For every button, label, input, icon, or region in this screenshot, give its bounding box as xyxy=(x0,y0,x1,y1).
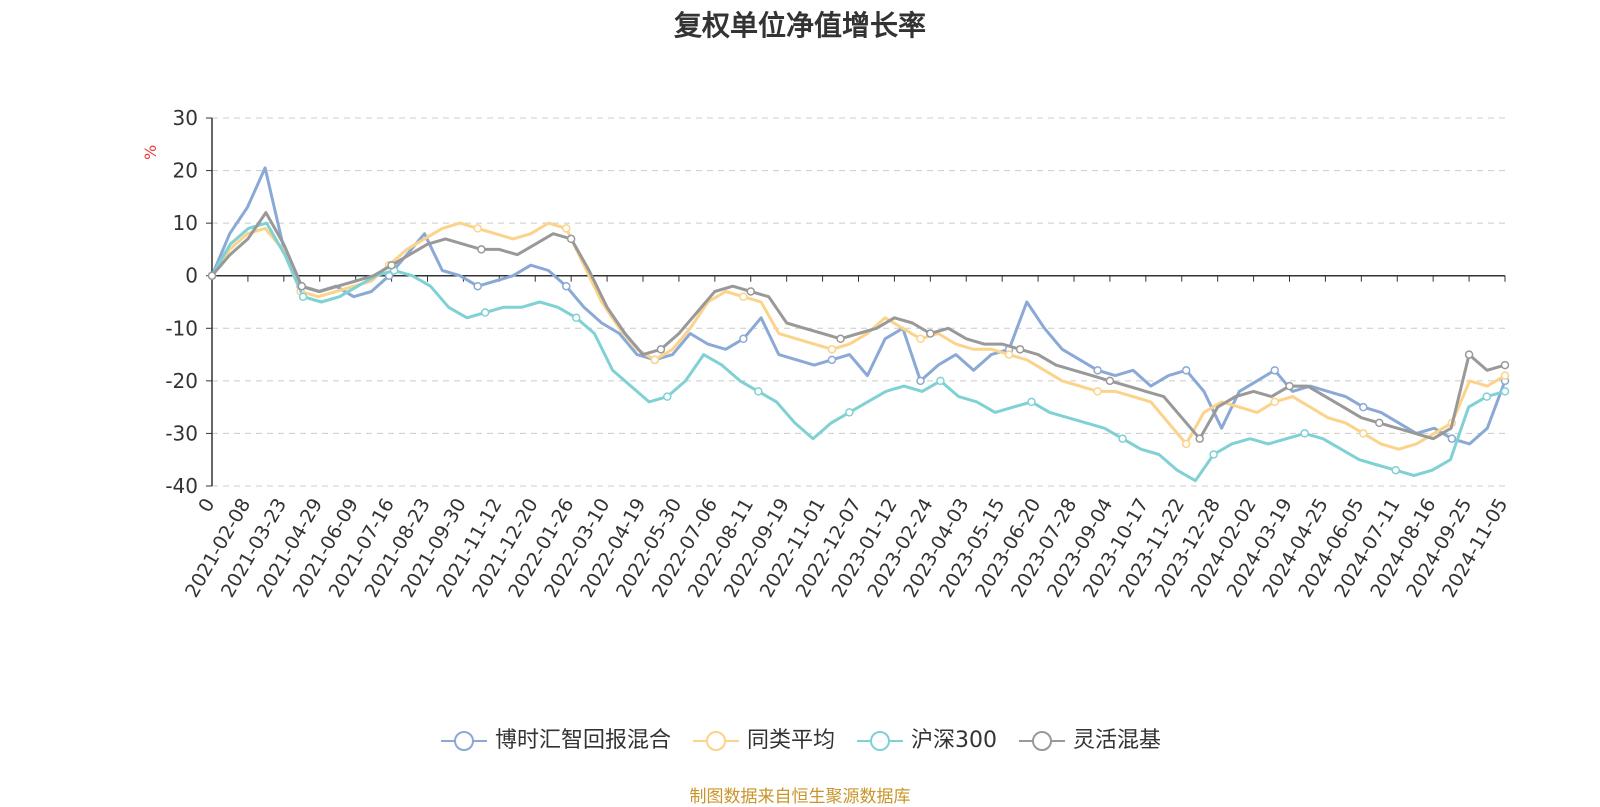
legend-label: 沪深300 xyxy=(911,728,997,753)
series-point xyxy=(473,281,482,291)
series-point xyxy=(1500,360,1510,370)
series-point xyxy=(480,308,490,317)
series-point xyxy=(1482,392,1492,401)
y-tick-label: 30 xyxy=(173,106,198,130)
y-axis-label: % xyxy=(141,145,160,160)
series-point xyxy=(739,292,748,301)
series-point xyxy=(1500,371,1510,380)
series-line-1 xyxy=(210,221,1506,451)
series-point xyxy=(1181,439,1191,449)
series-point xyxy=(1105,376,1115,386)
legend-item-3[interactable]: 灵活混基 xyxy=(1017,722,1161,754)
legend-label: 博时汇智回报混合 xyxy=(494,728,671,753)
legend-item-0[interactable]: 博时汇智回报混合 xyxy=(439,722,671,754)
series-point xyxy=(739,334,748,344)
series-point xyxy=(1015,345,1025,354)
series-point xyxy=(746,287,755,296)
series-point xyxy=(656,345,666,354)
y-tick-labels: -40 -30 -20 -10 0 10 20 30 xyxy=(165,106,198,498)
series-point xyxy=(836,334,845,344)
series-lines xyxy=(207,166,1510,483)
series-point xyxy=(1375,418,1384,428)
y-tick-label: 10 xyxy=(173,211,198,235)
series-point xyxy=(1118,434,1127,443)
series-point xyxy=(663,392,672,401)
legend-item-1[interactable]: 同类平均 xyxy=(691,722,835,754)
series-point xyxy=(1447,434,1457,443)
series-point xyxy=(916,334,925,344)
legend-marker-icon xyxy=(692,731,739,751)
grid-lines xyxy=(206,117,1505,487)
series-point xyxy=(566,234,576,244)
x-tick-labels: 02021-02-082021-03-232021-04-292021-06-0… xyxy=(181,495,1512,602)
series-point xyxy=(916,376,925,386)
series-point xyxy=(298,292,308,301)
series-point xyxy=(1285,381,1294,391)
series-point xyxy=(754,387,763,396)
series-point xyxy=(571,313,581,323)
series-point xyxy=(387,260,396,270)
series-point xyxy=(1464,350,1474,359)
series-point xyxy=(936,376,945,386)
x-tick-label: 0 xyxy=(194,495,219,516)
series-point xyxy=(650,355,660,365)
series-point xyxy=(297,281,307,291)
series-point xyxy=(477,245,486,254)
legend-marker-icon xyxy=(440,731,487,751)
series-point xyxy=(1359,429,1368,438)
legend-marker-icon xyxy=(857,731,903,751)
series-line-3 xyxy=(210,211,1506,441)
legend: 博时汇智回报混合 同类平均 沪深300 灵活混基 xyxy=(0,722,1600,754)
series-point xyxy=(1359,402,1368,412)
legend-item-2[interactable]: 沪深300 xyxy=(855,722,997,754)
series-point xyxy=(845,408,854,417)
series-line-2 xyxy=(210,221,1506,483)
y-tick-label: -30 xyxy=(165,421,198,445)
series-point xyxy=(1093,387,1102,396)
series-point xyxy=(1004,350,1014,359)
y-tick-label: 20 xyxy=(173,159,198,183)
chart-title: 复权单位净值增长率 xyxy=(673,9,926,42)
series-point xyxy=(1270,397,1279,407)
series-point xyxy=(1093,366,1102,375)
series-point xyxy=(1300,429,1309,438)
legend-marker-icon xyxy=(1019,731,1065,751)
series-point xyxy=(1195,434,1204,443)
y-tick-label: 0 xyxy=(185,264,198,288)
y-tick-label: -10 xyxy=(165,316,198,340)
series-point xyxy=(207,271,217,280)
legend-label: 同类平均 xyxy=(746,728,835,753)
series-point xyxy=(827,345,837,354)
series-point xyxy=(561,281,571,291)
series-line-0 xyxy=(210,166,1507,446)
series-point xyxy=(1027,397,1036,407)
data-source-note: 制图数据来自恒生聚源数据库 xyxy=(689,787,911,807)
y-tick-label: -40 xyxy=(165,474,198,498)
series-point xyxy=(1391,465,1400,475)
legend-label: 灵活混基 xyxy=(1073,728,1162,753)
series-point xyxy=(1500,387,1510,396)
series-point xyxy=(561,224,571,233)
series-point xyxy=(926,329,935,338)
axes xyxy=(211,118,1506,486)
series-point xyxy=(1181,366,1191,375)
series-point xyxy=(1209,450,1218,459)
series-point xyxy=(1270,366,1279,375)
series-point xyxy=(473,224,482,233)
series-point xyxy=(827,355,837,365)
y-tick-label: -20 xyxy=(165,369,198,393)
